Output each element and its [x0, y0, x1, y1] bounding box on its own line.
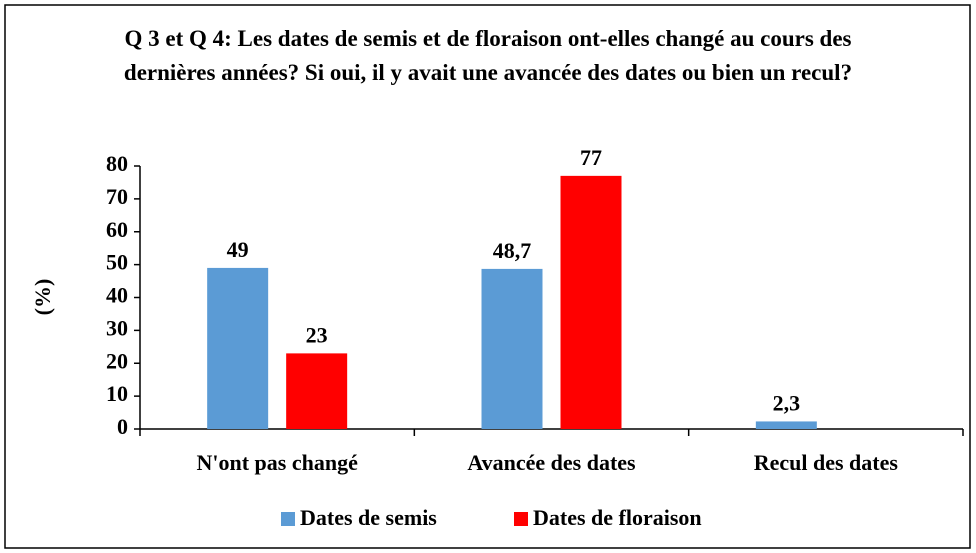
bar: [755, 421, 817, 429]
y-tick-label: 0: [117, 414, 128, 439]
data-label: 77: [580, 145, 602, 170]
y-tick-label: 20: [106, 348, 128, 373]
y-tick-label: 80: [106, 151, 128, 176]
chart-title: Q 3 et Q 4: Les dates de semis et de flo…: [123, 26, 853, 85]
bar: [286, 353, 348, 429]
y-tick-label: 40: [106, 283, 128, 308]
y-tick-label: 60: [106, 217, 128, 242]
bar: [207, 267, 269, 429]
y-tick-label: 30: [106, 315, 128, 340]
bar: [481, 268, 543, 429]
data-label: 48,7: [493, 238, 532, 263]
y-axis-label: (%): [30, 279, 55, 316]
legend-label: Dates de semis: [300, 505, 437, 530]
legend-swatch: [281, 512, 295, 526]
x-tick-label: Avancée des dates: [467, 450, 636, 475]
legend-swatch: [514, 512, 528, 526]
bar: [560, 175, 622, 429]
data-label: 23: [306, 322, 328, 347]
data-label: 2,3: [773, 390, 801, 415]
x-tick-label: N'ont pas changé: [196, 450, 358, 475]
legend-label: Dates de floraison: [533, 505, 702, 530]
data-label: 49: [227, 237, 249, 262]
y-tick-label: 10: [106, 381, 128, 406]
y-tick-label: 50: [106, 250, 128, 275]
y-tick-label: 70: [106, 184, 128, 209]
x-tick-label: Recul des dates: [754, 450, 899, 475]
